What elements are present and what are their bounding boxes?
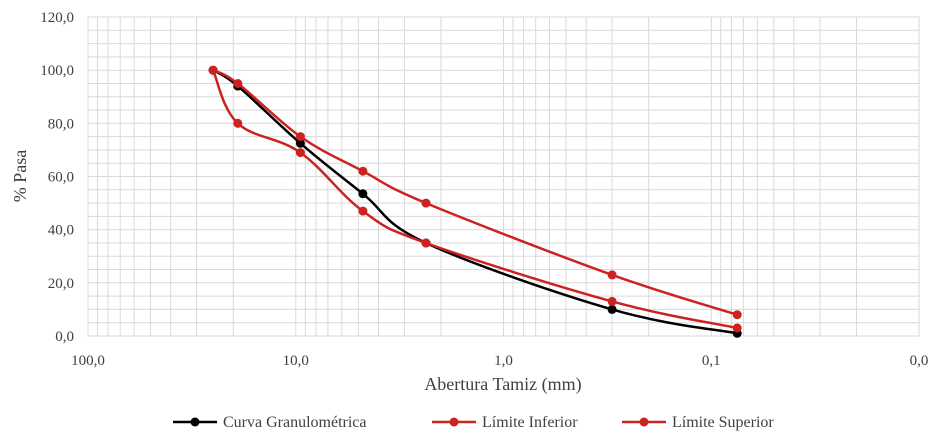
legend-label: Límite Superior [672,414,774,431]
series-3 [208,65,742,320]
plot-area-border [87,16,920,337]
legend-item: Curva Granulométrica [173,414,367,431]
data-point [233,118,243,128]
legend-marker [639,417,649,427]
data-point [607,296,617,306]
x-tick-label: 1,0 [494,353,513,369]
data-point [607,304,617,314]
data-point [233,79,243,88]
legend-item: Límite Inferior [432,414,578,431]
data-point [295,132,305,142]
data-point [295,138,305,148]
y-tick-label: 40,0 [48,223,74,239]
series-1 [208,65,742,338]
y-tick-label: 20,0 [48,276,74,292]
y-tick-label: 80,0 [48,116,74,132]
data-point [358,206,368,216]
legend-label: Curva Granulométrica [223,414,367,431]
legend: Curva Granulométrica Límite Inferior Límit… [173,414,774,431]
y-axis-title: % Pasa [10,150,30,203]
x-tick-label: 0,1 [702,353,721,369]
legend-item: Límite Superior [622,414,774,431]
series-group [208,65,742,338]
y-axis-ticks: 0,0 20,0 40,0 60,0 80,0 100,0 120,0 [40,10,74,345]
data-point [732,310,742,320]
data-point [358,166,368,176]
legend-label: Límite Inferior [482,414,578,431]
y-tick-label: 60,0 [48,170,74,186]
data-point [607,270,617,280]
series-2 [208,65,742,333]
x-tick-label: 100,0 [71,353,105,369]
y-tick-label: 100,0 [40,63,74,79]
data-point [208,65,218,75]
x-tick-label: 10,0 [283,353,309,369]
x-axis-ticks: 100,0 10,0 1,0 0,1 0,0 [71,353,928,369]
grid [88,16,920,337]
series-line [212,69,738,335]
series-line [212,69,738,316]
y-tick-label: 0,0 [55,329,74,345]
legend-marker [449,417,459,427]
legend-marker [190,417,200,427]
data-point [358,189,368,199]
y-tick-label: 120,0 [40,10,74,26]
series-line [211,69,738,330]
data-point [421,238,431,248]
x-axis-title: Abertura Tamiz (mm) [424,374,581,395]
x-tick-label: 0,0 [910,353,929,369]
data-point [421,198,431,208]
data-point [295,148,305,158]
data-point [732,323,742,333]
